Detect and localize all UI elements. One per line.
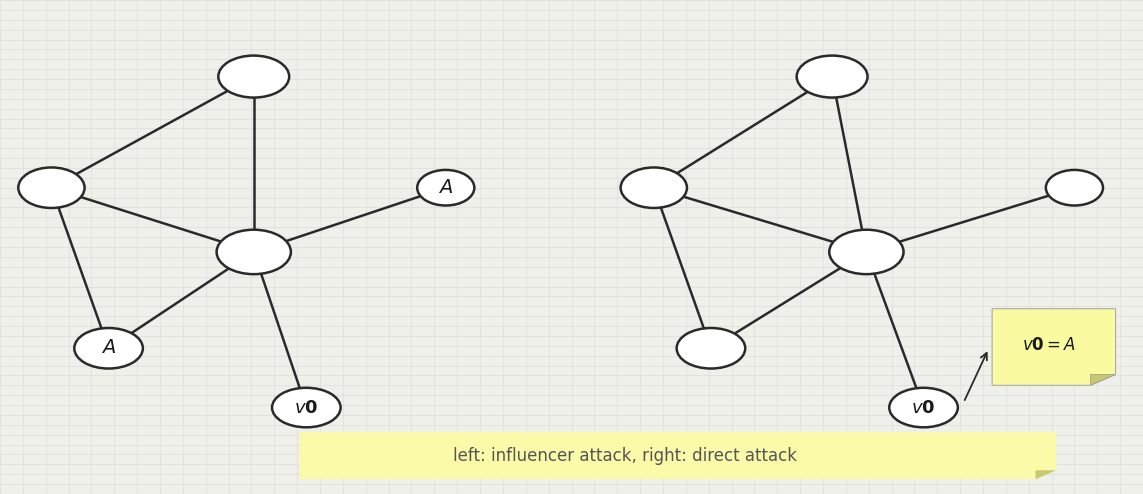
Ellipse shape [830, 230, 904, 274]
Ellipse shape [1046, 170, 1103, 206]
Polygon shape [1036, 470, 1056, 479]
Ellipse shape [889, 388, 958, 427]
Text: $v\mathbf{0}$: $v\mathbf{0}$ [911, 399, 936, 416]
Ellipse shape [217, 230, 290, 274]
Text: left: influencer attack, right: direct attack: left: influencer attack, right: direct a… [453, 447, 797, 465]
Polygon shape [299, 432, 1056, 479]
Polygon shape [992, 309, 1116, 385]
Text: $\mathit{A}$: $\mathit{A}$ [101, 339, 117, 357]
Ellipse shape [417, 170, 474, 206]
Ellipse shape [677, 328, 745, 369]
Ellipse shape [218, 56, 289, 98]
Ellipse shape [18, 167, 85, 208]
Ellipse shape [621, 167, 687, 208]
Text: $\mathit{A}$: $\mathit{A}$ [438, 179, 454, 197]
Polygon shape [1090, 374, 1116, 385]
Ellipse shape [74, 328, 143, 369]
Ellipse shape [797, 56, 868, 98]
Text: $v\mathbf{0}$: $v\mathbf{0}$ [294, 399, 319, 416]
Text: $v\mathbf{0} = \mathit{A}$: $v\mathbf{0} = \mathit{A}$ [1022, 337, 1076, 354]
Ellipse shape [272, 388, 341, 427]
